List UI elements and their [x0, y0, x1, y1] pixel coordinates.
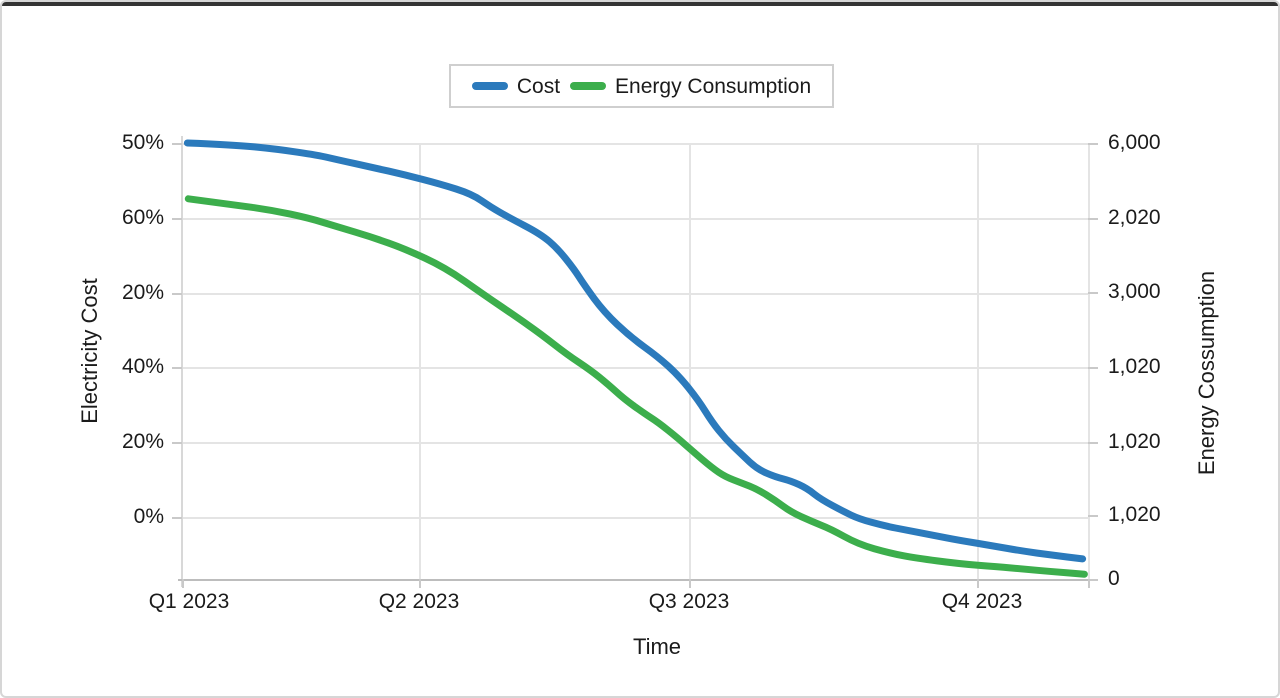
y-left-tick-label: 20%: [121, 281, 164, 304]
y-left-tick: [172, 517, 182, 519]
gridline-horizontal: [182, 293, 1088, 295]
gridline-vertical: [689, 143, 691, 579]
y-left-tick: [172, 143, 182, 145]
gridline-horizontal: [182, 218, 1088, 220]
y-right-tick: [1088, 367, 1098, 369]
gridline-vertical: [419, 143, 421, 579]
gridline-horizontal: [182, 517, 1088, 519]
gridline-vertical: [1088, 143, 1090, 579]
y-right-tick-label: 1,020: [1108, 503, 1161, 526]
y-left-axis-title: Electricity Cost: [77, 278, 102, 424]
y-right-tick-label: 0: [1108, 567, 1120, 590]
y-right-tick-label: 3,000: [1108, 280, 1161, 303]
y-left-tick-label: 60%: [121, 206, 164, 229]
x-tick-label: Q3 2023: [648, 590, 730, 613]
y-left-tick-label: 50%: [121, 131, 164, 154]
legend-item-energy-consumption: Energy Consumption: [570, 76, 811, 97]
y-right-axis-title: Energy Cossumption: [1194, 270, 1219, 476]
y-left-tick: [172, 293, 182, 295]
series-line-cost: [183, 139, 1087, 563]
y-left-tick: [172, 218, 182, 220]
legend-swatch-energy-consumption: [570, 82, 607, 90]
legend-label-cost: Cost: [516, 74, 561, 98]
gridline-horizontal: [182, 442, 1088, 444]
x-tick: [182, 579, 184, 588]
x-axis-line: [178, 579, 1092, 581]
y-right-tick-label: 6,000: [1108, 131, 1161, 154]
y-right-tick-label: 1,020: [1108, 430, 1161, 453]
y-right-tick: [1088, 515, 1098, 517]
legend-swatch-cost: [471, 82, 508, 90]
y-left-tick-label: 20%: [121, 430, 164, 453]
gridline-vertical: [977, 143, 979, 579]
gridline-horizontal: [182, 143, 1088, 145]
x-tick-label: Q1 2023: [148, 590, 230, 613]
y-left-tick: [172, 367, 182, 369]
top-edge-strip: [2, 2, 1278, 6]
y-right-tick: [1088, 579, 1098, 581]
y-right-tick: [1088, 442, 1098, 444]
gridline-horizontal: [182, 367, 1088, 369]
y-left-tick: [172, 442, 182, 444]
x-tick-label: Q4 2023: [941, 590, 1023, 613]
legend-item-cost: Cost: [471, 74, 561, 98]
x-tick: [689, 579, 691, 588]
y-left-tick-label: 40%: [121, 355, 164, 378]
x-axis-title: Time: [632, 634, 682, 659]
x-tick-label: Q2 2023: [378, 590, 460, 613]
legend-label-energy-consumption: Energy Consumption: [615, 74, 812, 98]
y-axis-line: [181, 136, 183, 587]
y-right-tick: [1088, 292, 1098, 294]
x-tick: [1088, 579, 1090, 588]
x-tick: [419, 579, 421, 588]
y-right-tick-label: 2,020: [1108, 206, 1161, 229]
y-left-tick-label: 0%: [133, 505, 164, 528]
series-line-energy-consumption: [184, 195, 1088, 578]
y-right-tick: [1088, 143, 1098, 145]
chart-legend: Cost Energy Consumption: [449, 64, 834, 108]
x-tick: [977, 579, 979, 588]
y-right-tick: [1088, 218, 1098, 220]
y-right-tick-label: 1,020: [1108, 355, 1161, 378]
series-svg: [183, 139, 1088, 578]
